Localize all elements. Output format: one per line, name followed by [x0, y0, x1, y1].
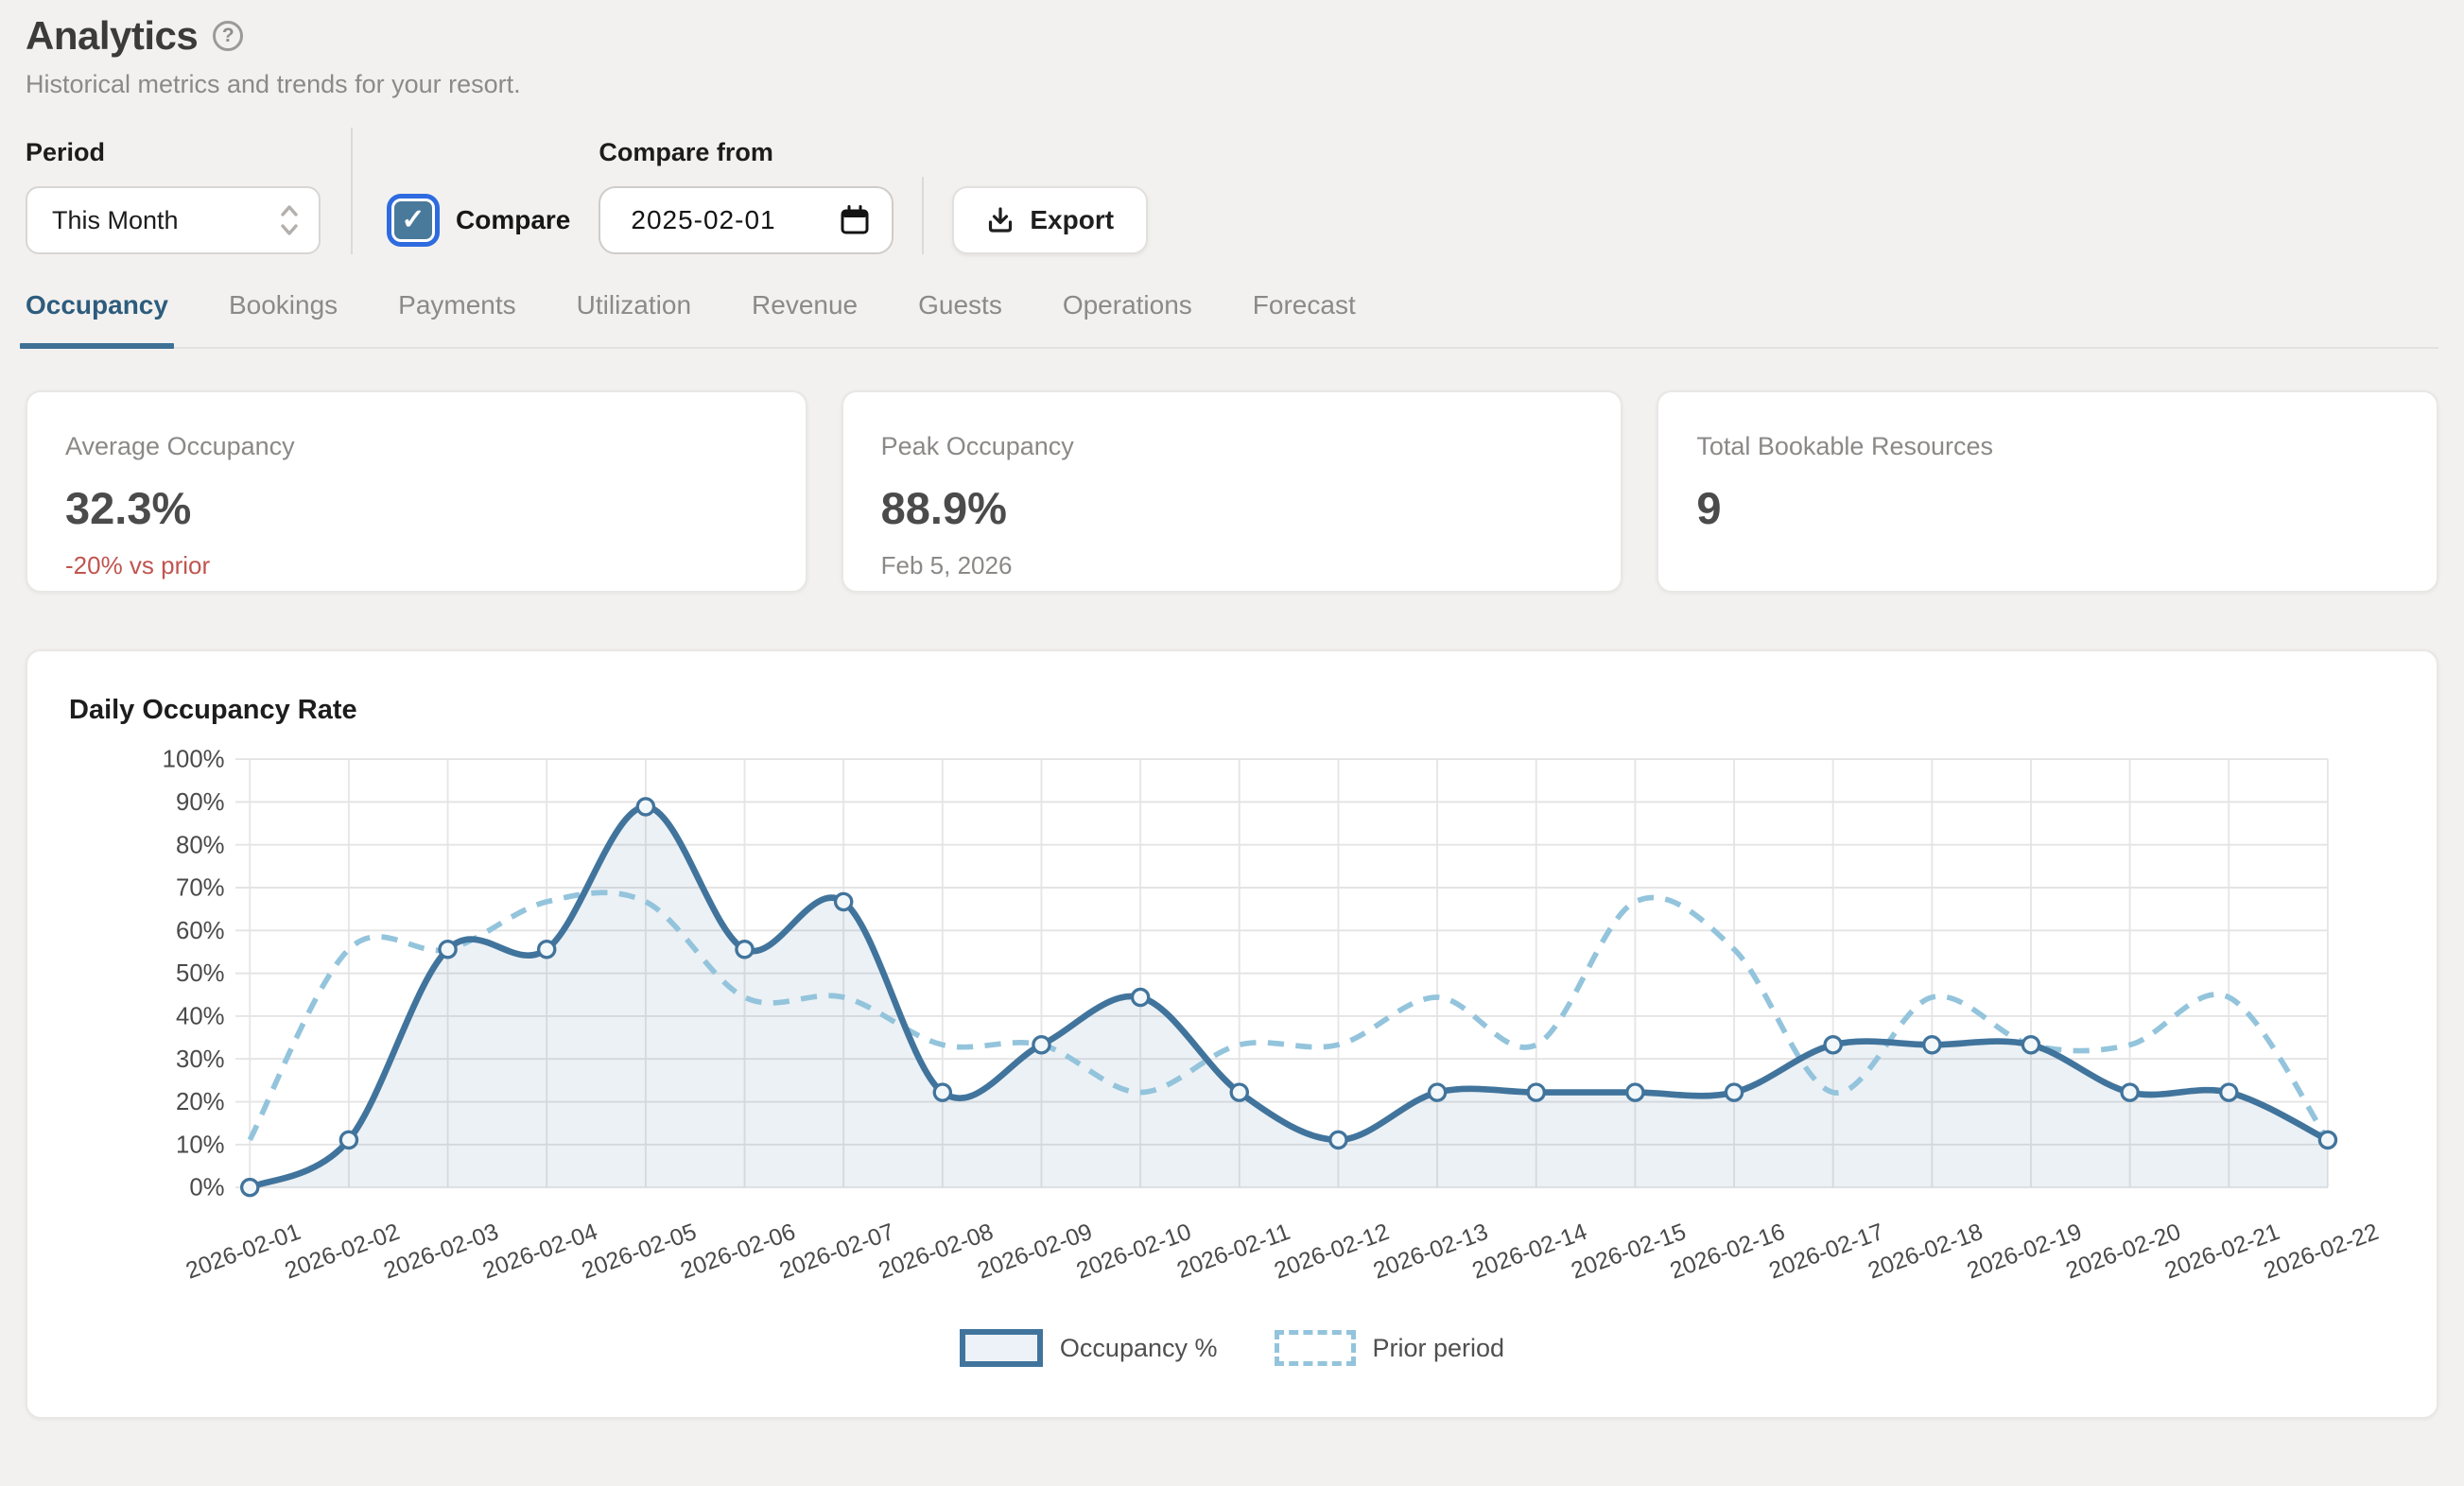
tab-utilization[interactable]: Utilization: [577, 290, 691, 347]
legend-label: Prior period: [1373, 1334, 1505, 1363]
svg-text:20%: 20%: [176, 1089, 225, 1115]
tab-bookings[interactable]: Bookings: [229, 290, 338, 347]
compare-from-label: Compare from: [599, 138, 894, 167]
svg-text:40%: 40%: [176, 1004, 225, 1030]
svg-text:100%: 100%: [163, 747, 225, 773]
tab-guests[interactable]: Guests: [918, 290, 1002, 347]
svg-text:10%: 10%: [176, 1132, 225, 1158]
export-button-label: Export: [1030, 205, 1114, 235]
stat-value: 32.3%: [65, 482, 768, 534]
tab-operations[interactable]: Operations: [1063, 290, 1192, 347]
compare-toggle-group: ✓ Compare: [383, 186, 570, 254]
stat-label: Peak Occupancy: [881, 432, 1584, 461]
stat-delta: -20% vs prior: [65, 551, 768, 580]
compare-from-group: Compare from 2025-02-01: [599, 128, 894, 254]
stat-value: 88.9%: [881, 482, 1584, 534]
compare-from-date-input[interactable]: 2025-02-01: [599, 186, 894, 254]
stat-card-average-occupancy: Average Occupancy 32.3% -20% vs prior: [26, 390, 807, 593]
occupancy-chart-svg[interactable]: 0% 10% 20% 30% 40% 50% 60% 70% 80% 90% 100% 2026-02…: [69, 741, 2395, 1327]
page-subtitle: Historical metrics and trends for your r…: [26, 70, 2438, 99]
period-label: Period: [26, 138, 321, 167]
legend-label: Occupancy %: [1060, 1334, 1218, 1363]
svg-text:50%: 50%: [176, 960, 225, 987]
solid-series-swatch-icon: [960, 1329, 1043, 1367]
help-icon[interactable]: ?: [213, 21, 243, 51]
svg-text:80%: 80%: [176, 832, 225, 858]
tab-payments[interactable]: Payments: [398, 290, 516, 347]
divider: [922, 177, 924, 254]
analytics-tabs: Occupancy Bookings Payments Utilization …: [26, 290, 2438, 349]
tab-occupancy[interactable]: Occupancy: [26, 290, 168, 347]
svg-text:60%: 60%: [176, 918, 225, 944]
svg-text:90%: 90%: [176, 789, 225, 816]
export-button[interactable]: Export: [952, 186, 1148, 254]
legend-item-occupancy: Occupancy %: [960, 1329, 1218, 1367]
checkmark-icon: ✓: [401, 206, 425, 234]
daily-occupancy-chart-card: Daily Occupancy Rate 0% 10% 20% 30% 40% 50% 60…: [26, 649, 2438, 1419]
stat-value: 9: [1696, 482, 2399, 534]
divider: [351, 128, 353, 254]
tab-forecast[interactable]: Forecast: [1253, 290, 1356, 347]
calendar-icon: [839, 204, 871, 236]
download-icon: [986, 206, 1015, 234]
svg-text:70%: 70%: [176, 875, 225, 902]
stat-cards: Average Occupancy 32.3% -20% vs prior Pe…: [26, 390, 2438, 593]
analytics-page: Analytics ? Historical metrics and trend…: [0, 0, 2464, 1486]
svg-text:2026-02-10: 2026-02-10: [1073, 1219, 1194, 1285]
page-title: Analytics: [26, 13, 198, 59]
stat-sub: Feb 5, 2026: [881, 551, 1584, 580]
chart-title: Daily Occupancy Rate: [69, 695, 2395, 726]
svg-text:30%: 30%: [176, 1046, 225, 1073]
stat-card-peak-occupancy: Peak Occupancy 88.9% Feb 5, 2026: [842, 390, 1623, 593]
dashed-series-swatch-icon: [1275, 1330, 1356, 1366]
svg-text:2026-02-22: 2026-02-22: [2261, 1219, 2382, 1285]
svg-text:0%: 0%: [189, 1175, 224, 1201]
compare-checkbox[interactable]: ✓: [391, 199, 435, 242]
page-header: Analytics ?: [26, 13, 2438, 59]
period-group: Period This Month: [26, 128, 321, 254]
stat-label: Average Occupancy: [65, 432, 768, 461]
select-chevrons-icon: [279, 202, 300, 238]
compare-checkbox-label: Compare: [456, 205, 570, 235]
tab-revenue[interactable]: Revenue: [752, 290, 858, 347]
stat-card-total-bookable-resources: Total Bookable Resources 9: [1657, 390, 2438, 593]
period-select-value: This Month: [52, 206, 179, 235]
stat-label: Total Bookable Resources: [1696, 432, 2399, 461]
chart-legend: Occupancy % Prior period: [69, 1329, 2395, 1367]
legend-item-prior-period: Prior period: [1275, 1330, 1505, 1366]
compare-from-date-value: 2025-02-01: [631, 205, 775, 235]
period-select[interactable]: This Month: [26, 186, 321, 254]
controls-bar: Period This Month ✓ Compare Compare from…: [26, 128, 2438, 254]
